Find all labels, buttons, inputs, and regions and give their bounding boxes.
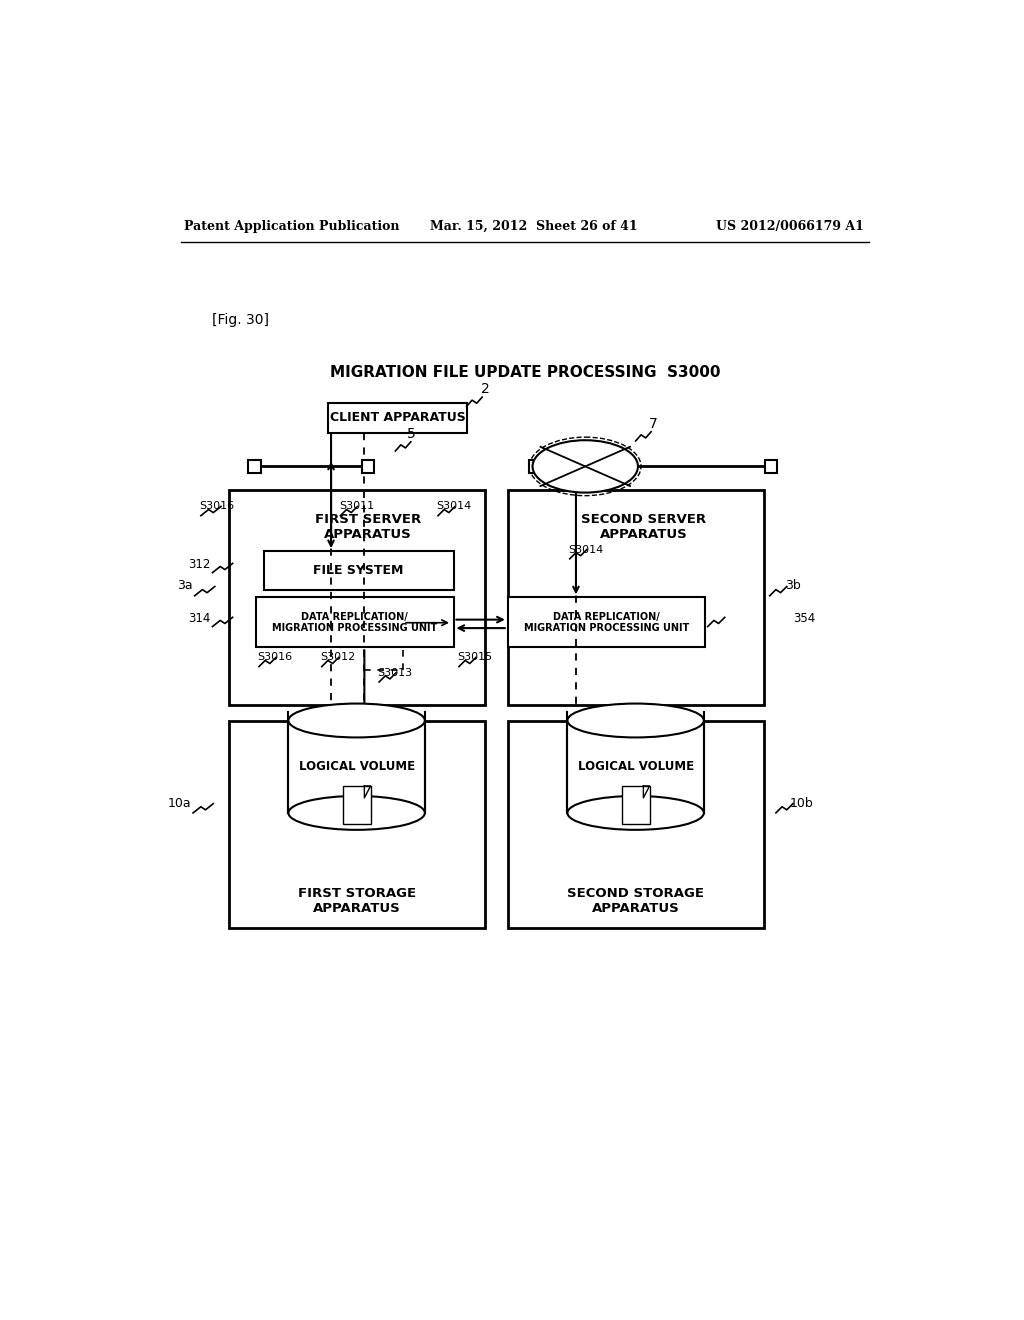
FancyBboxPatch shape — [567, 721, 703, 813]
Text: S3012: S3012 — [321, 652, 355, 663]
Ellipse shape — [567, 704, 703, 738]
FancyBboxPatch shape — [343, 785, 371, 825]
FancyBboxPatch shape — [256, 598, 454, 647]
Text: S3016: S3016 — [200, 502, 234, 511]
Text: S3013: S3013 — [378, 668, 413, 677]
Text: CLIENT APPARATUS: CLIENT APPARATUS — [330, 412, 466, 425]
Text: 5: 5 — [407, 428, 416, 441]
Text: FIRST SERVER
APPARATUS: FIRST SERVER APPARATUS — [315, 512, 421, 541]
Text: 10a: 10a — [168, 797, 191, 810]
Text: Mar. 15, 2012  Sheet 26 of 41: Mar. 15, 2012 Sheet 26 of 41 — [430, 219, 638, 232]
Bar — [362, 461, 375, 473]
Text: 354: 354 — [793, 612, 815, 626]
Text: FIRST STORAGE
APPARATUS: FIRST STORAGE APPARATUS — [298, 887, 416, 915]
Text: 7: 7 — [649, 417, 657, 432]
FancyBboxPatch shape — [508, 721, 764, 928]
Bar — [765, 461, 777, 473]
Text: S3014: S3014 — [568, 545, 603, 554]
Ellipse shape — [289, 796, 425, 830]
Text: 3b: 3b — [785, 579, 801, 593]
Ellipse shape — [532, 441, 638, 492]
Text: 312: 312 — [188, 558, 211, 572]
Text: S3016: S3016 — [257, 652, 293, 663]
Text: MIGRATION FILE UPDATE PROCESSING  S3000: MIGRATION FILE UPDATE PROCESSING S3000 — [330, 364, 720, 380]
Text: LOGICAL VOLUME: LOGICAL VOLUME — [299, 760, 415, 774]
Text: 2: 2 — [480, 383, 489, 396]
Text: LOGICAL VOLUME: LOGICAL VOLUME — [578, 760, 693, 774]
Text: 314: 314 — [188, 612, 211, 626]
Text: 6b: 6b — [612, 705, 628, 718]
Text: US 2012/0066179 A1: US 2012/0066179 A1 — [717, 219, 864, 232]
Bar — [248, 461, 260, 473]
Text: SECOND SERVER
APPARATUS: SECOND SERVER APPARATUS — [581, 512, 706, 541]
Ellipse shape — [567, 796, 703, 830]
Bar — [528, 461, 541, 473]
FancyBboxPatch shape — [228, 721, 484, 928]
FancyBboxPatch shape — [289, 721, 425, 813]
FancyBboxPatch shape — [622, 785, 649, 825]
Text: S3015: S3015 — [458, 652, 493, 663]
FancyBboxPatch shape — [508, 598, 706, 647]
Text: DATA REPLICATION/
MIGRATION PROCESSING UNIT: DATA REPLICATION/ MIGRATION PROCESSING U… — [272, 611, 437, 634]
Text: S3011: S3011 — [339, 502, 374, 511]
Text: [Fig. 30]: [Fig. 30] — [212, 313, 268, 327]
FancyBboxPatch shape — [328, 404, 467, 433]
Text: FILE SYSTEM: FILE SYSTEM — [313, 564, 403, 577]
Text: 10b: 10b — [790, 797, 814, 810]
Ellipse shape — [289, 704, 425, 738]
Text: S3014: S3014 — [436, 502, 472, 511]
FancyBboxPatch shape — [228, 490, 484, 705]
FancyBboxPatch shape — [263, 552, 454, 590]
Text: 3a: 3a — [177, 579, 194, 593]
Text: DATA REPLICATION/
MIGRATION PROCESSING UNIT: DATA REPLICATION/ MIGRATION PROCESSING U… — [524, 611, 689, 634]
Text: Patent Application Publication: Patent Application Publication — [183, 219, 399, 232]
Text: 6a: 6a — [321, 705, 336, 718]
FancyBboxPatch shape — [508, 490, 764, 705]
Text: SECOND STORAGE
APPARATUS: SECOND STORAGE APPARATUS — [567, 887, 705, 915]
